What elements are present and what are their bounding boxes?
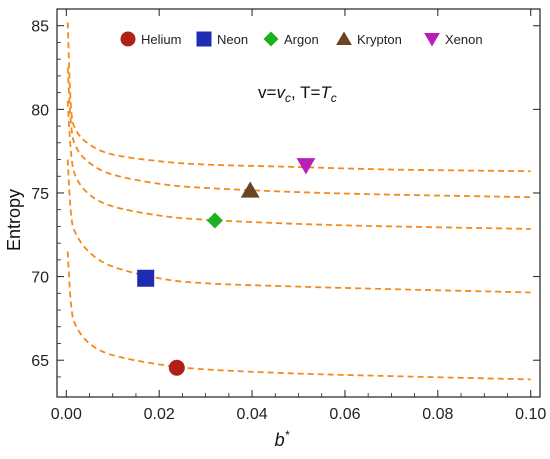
legend-item-argon: Argon <box>263 31 319 47</box>
point-argon <box>206 212 223 229</box>
entropy-curve-5 <box>66 22 531 173</box>
legend-label: Krypton <box>357 32 402 47</box>
legend-marker-neon <box>196 31 212 47</box>
annotation-v-eq: v= <box>258 83 277 102</box>
entropy-curve-2 <box>66 159 531 294</box>
entropy-curve-1 <box>66 251 531 381</box>
plot-frame <box>56 8 541 398</box>
legend-label: Xenon <box>445 32 483 47</box>
annotation-v-sub: c <box>285 91 291 105</box>
legend-label: Neon <box>217 32 248 47</box>
y-axis-label: Entropy <box>4 189 24 251</box>
legend-item-helium: Helium <box>120 31 181 47</box>
legend-item-krypton: Krypton <box>336 31 402 47</box>
x-axis-label-sup: * <box>285 428 290 442</box>
x-tick-label: 0.00 <box>51 406 82 423</box>
x-tick-label: 0.10 <box>515 406 546 423</box>
y-tick-label: 70 <box>31 270 49 287</box>
x-tick-label: 0.04 <box>236 406 267 423</box>
annotation-sep: , T= <box>291 83 321 102</box>
ticks-layer: 0.00 0.02 0.04 0.06 0.08 0.10 65 70 75 80 85 <box>31 9 546 423</box>
legend-label: Helium <box>141 32 181 47</box>
annotation-v-main: v <box>276 83 286 102</box>
legend-marker-krypton <box>336 31 352 45</box>
entropy-curve-3 <box>66 100 531 230</box>
point-helium <box>168 359 185 376</box>
x-tick-label: 0.06 <box>329 406 360 423</box>
legend-marker-xenon <box>424 33 440 47</box>
x-tick-label: 0.02 <box>144 406 175 423</box>
legend-label: Argon <box>284 32 319 47</box>
data-points-layer <box>137 158 316 376</box>
condition-annotation: v=vc, T=Tc <box>258 83 337 105</box>
point-krypton <box>240 181 260 198</box>
entropy-curve-4 <box>66 67 531 199</box>
y-tick-label: 80 <box>31 102 49 119</box>
x-axis-label-main: b <box>275 430 285 450</box>
y-tick-label: 85 <box>31 19 49 36</box>
y-tick-label: 65 <box>31 353 49 370</box>
legend-marker-argon <box>263 31 279 47</box>
x-axis-label: b* <box>275 428 290 450</box>
legend: Helium Neon Argon Krypton Xenon <box>120 31 483 47</box>
legend-item-neon: Neon <box>196 31 248 47</box>
annotation-t-sub: c <box>331 91 337 105</box>
x-tick-label: 0.08 <box>422 406 453 423</box>
legend-marker-helium <box>120 31 136 47</box>
curves-layer <box>66 22 531 381</box>
point-xenon <box>296 158 316 175</box>
y-tick-label: 75 <box>31 186 49 203</box>
point-neon <box>137 269 155 287</box>
legend-item-xenon: Xenon <box>424 32 483 47</box>
annotation-t-main: T <box>320 83 332 102</box>
